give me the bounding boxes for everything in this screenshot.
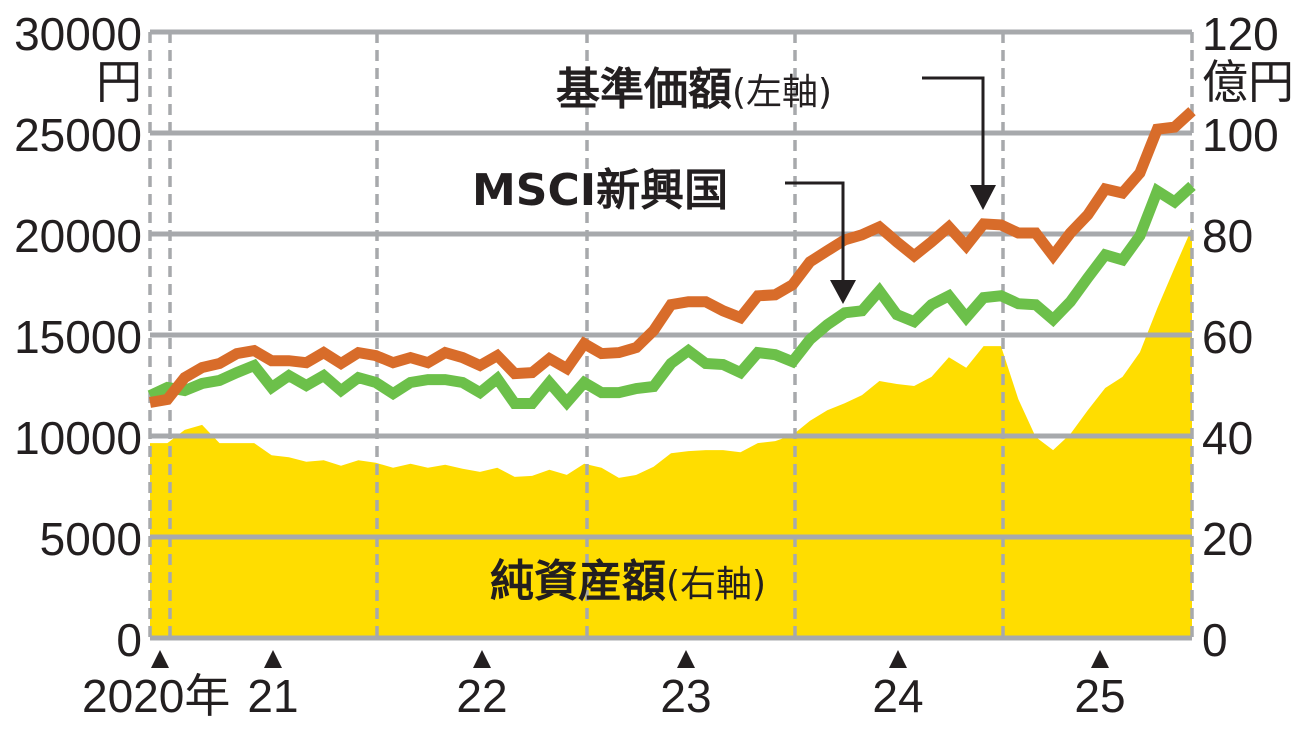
x-label-21: 21 bbox=[247, 670, 298, 722]
series-axis-note-nav: (左軸) bbox=[732, 72, 832, 113]
nav-leader-line bbox=[922, 76, 985, 185]
x-label-24: 24 bbox=[872, 670, 923, 722]
left-tick-10000: 10000 bbox=[14, 412, 142, 464]
right-tick-120: 120 bbox=[1202, 8, 1279, 60]
msci-arrowhead-icon bbox=[830, 280, 856, 304]
series-name-nav: 基準価額 bbox=[556, 64, 732, 115]
right-tick-40: 40 bbox=[1202, 412, 1253, 464]
annotations: 基準価額(左軸) MSCI新興国 純資産額(右軸) bbox=[472, 64, 996, 607]
left-axis-unit: 円 bbox=[96, 56, 142, 108]
year-marker-triangle-icon bbox=[473, 650, 491, 668]
axes: 0 5000 10000 15000 20000 25000 30000 円 0… bbox=[14, 8, 1294, 722]
msci-line bbox=[147, 181, 1196, 411]
msci-leader-line bbox=[785, 181, 845, 280]
left-tick-15000: 15000 bbox=[14, 311, 142, 363]
nav-line bbox=[149, 107, 1196, 408]
nav-arrowhead-icon bbox=[970, 185, 996, 210]
right-axis-unit: 億円 bbox=[1202, 56, 1294, 108]
series-name-net-assets: 純資産額 bbox=[490, 556, 666, 607]
series-label-msci: MSCI新興国 bbox=[472, 165, 728, 216]
x-label-22: 22 bbox=[456, 670, 507, 722]
series-label-net-assets: 純資産額(右軸) bbox=[490, 556, 766, 607]
right-tick-100: 100 bbox=[1202, 109, 1279, 161]
x-label-25: 25 bbox=[1074, 670, 1125, 722]
right-tick-80: 80 bbox=[1202, 210, 1253, 262]
left-tick-0: 0 bbox=[116, 614, 142, 666]
left-tick-25000: 25000 bbox=[14, 109, 142, 161]
x-label-2020: 2020年 bbox=[82, 670, 230, 722]
year-marker-triangle-icon bbox=[889, 650, 907, 668]
year-marker-triangle-icon bbox=[264, 650, 282, 668]
right-tick-20: 20 bbox=[1202, 513, 1253, 565]
right-tick-60: 60 bbox=[1202, 311, 1253, 363]
left-tick-5000: 5000 bbox=[40, 513, 142, 565]
right-tick-0: 0 bbox=[1202, 614, 1228, 666]
x-label-23: 23 bbox=[660, 670, 711, 722]
year-marker-triangle-icon bbox=[151, 650, 169, 668]
series-label-nav: 基準価額(左軸) bbox=[556, 64, 832, 115]
line-series-layer bbox=[147, 107, 1196, 411]
year-marker-triangle-icon bbox=[1091, 650, 1109, 668]
left-tick-30000: 30000 bbox=[14, 8, 142, 60]
left-tick-20000: 20000 bbox=[14, 210, 142, 262]
series-axis-note-net-assets: (右軸) bbox=[666, 564, 766, 605]
year-markers bbox=[151, 650, 1109, 668]
year-marker-triangle-icon bbox=[677, 650, 695, 668]
